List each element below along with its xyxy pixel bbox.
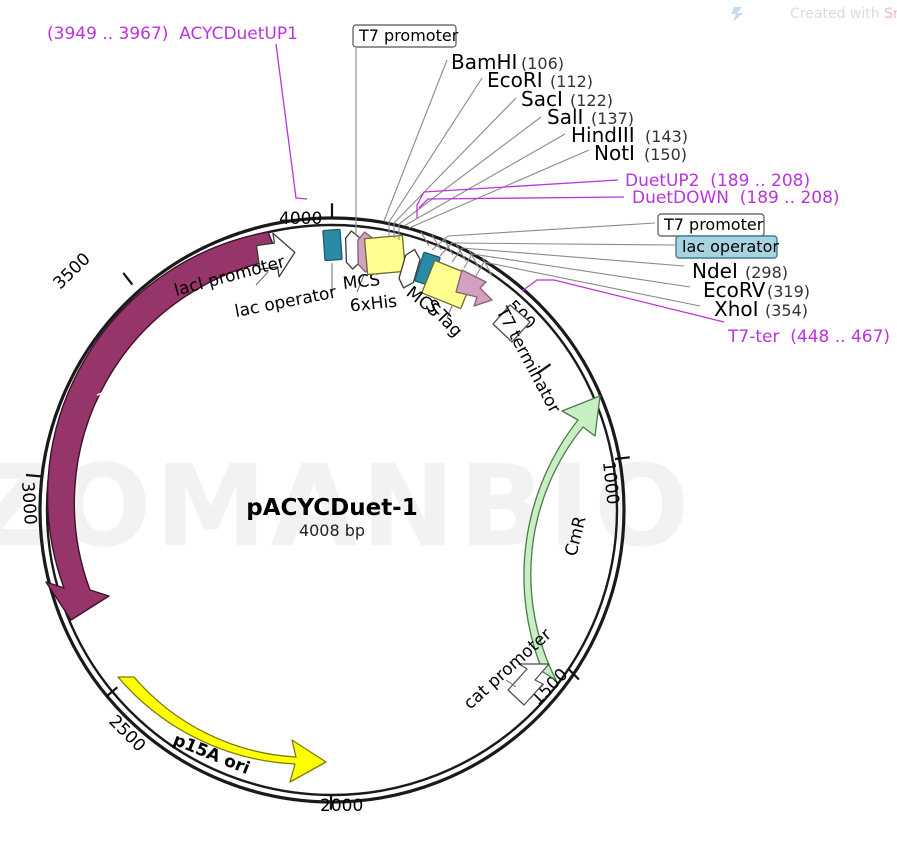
feature-label-lacI: lacI xyxy=(91,387,121,422)
primer-label-ACYCDuetUP1[interactable]: (3949 .. 3967) ACYCDuetUP1 xyxy=(47,24,298,44)
boxed-label-lac-operator[interactable]: lac operator xyxy=(675,235,779,259)
restriction-site-NotI[interactable]: NotI (150) xyxy=(594,141,687,165)
boxed-label-t7-promoter-top-text: T7 promoter xyxy=(358,26,459,45)
backbone-inner-circle xyxy=(45,223,619,797)
restriction-site-EcoRI[interactable]: EcoRI (112) xyxy=(487,68,593,92)
tick-marks xyxy=(25,203,630,810)
feature-label-mcs-1: MCS xyxy=(342,270,381,294)
restriction-site-EcoRV[interactable]: EcoRV (319) xyxy=(703,278,810,302)
boxed-label-t7-promoter-top[interactable]: T7 promoter xyxy=(352,24,459,48)
restriction-site-XhoI-name: XhoI xyxy=(714,297,759,321)
restriction-site-BamHI-pos: (106) xyxy=(521,54,564,73)
feature-t7-promoter-2[interactable] xyxy=(397,248,422,291)
zomanbio-watermark: ZOMANBIO xyxy=(0,442,693,572)
restriction-site-SacI-pos: (122) xyxy=(570,91,613,110)
restriction-site-SalI[interactable]: SalI (137) xyxy=(547,105,634,129)
restriction-site-EcoRI-pos: (112) xyxy=(550,72,593,91)
restriction-site-NdeI-pos: (298) xyxy=(745,263,788,282)
plasmid-name: pACYCDuet-1 xyxy=(246,495,417,521)
restriction-site-BamHI-name: BamHI xyxy=(451,50,517,74)
restriction-site-EcoRV-pos: (319) xyxy=(767,282,810,301)
leader-lines-gray xyxy=(355,48,701,307)
restriction-site-EcoRI-name: EcoRI xyxy=(487,68,543,92)
leader-lines-primer xyxy=(275,43,725,323)
tick-label-2000: 2000 xyxy=(320,796,363,816)
snapgene-credit: Created with SnapGene® xyxy=(731,2,897,22)
boxed-label-t7-promoter-right-text: T7 promoter xyxy=(663,215,764,234)
feature-stag[interactable] xyxy=(455,269,493,307)
snapgene-prefix: Created with xyxy=(790,6,884,22)
snapgene-snap: Snap xyxy=(884,6,897,22)
tick-label-1000: 1000 xyxy=(598,460,622,505)
plasmid-size: 4008 bp xyxy=(299,521,365,540)
feature-label-lac-operator-1: lac operator xyxy=(233,283,338,322)
restriction-site-HindIII-name: HindIII xyxy=(571,123,635,147)
tick-label-3500: 3500 xyxy=(50,249,95,293)
feature-mcs-1[interactable] xyxy=(363,234,407,276)
restriction-site-XhoI-pos: (354) xyxy=(765,301,808,320)
restriction-site-BamHI[interactable]: BamHI (106) xyxy=(451,50,564,74)
primer-label-DuetUP2[interactable]: DuetUP2 (189 .. 208) xyxy=(625,171,810,191)
primer-label-DuetDOWN[interactable]: DuetDOWN (189 .. 208) xyxy=(632,188,840,208)
primer-labels: (3949 .. 3967) ACYCDuetUP1 DuetUP2 (189 … xyxy=(47,24,890,347)
restriction-site-HindIII[interactable]: HindIII (143) xyxy=(571,123,688,147)
svg-text:Created with SnapGene®: Created with SnapGene® xyxy=(750,2,897,22)
restriction-site-EcoRV-name: EcoRV xyxy=(703,278,766,302)
tick-label-4000: 4000 xyxy=(279,209,322,229)
restriction-site-SacI[interactable]: SacI (122) xyxy=(521,87,613,111)
restriction-site-labels: BamHI (106) EcoRI (112) SacI (122) SalI … xyxy=(451,50,810,321)
feature-6xhis[interactable]: MCS 6xHis xyxy=(342,231,398,317)
feature-label-6xhis: 6xHis xyxy=(349,292,398,317)
boxed-label-lac-operator-text: lac operator xyxy=(682,237,779,256)
restriction-site-HindIII-pos: (143) xyxy=(645,127,688,146)
restriction-site-SacI-name: SacI xyxy=(521,87,563,111)
restriction-site-NotI-name: NotI xyxy=(594,141,635,165)
restriction-site-XhoI[interactable]: XhoI (354) xyxy=(714,297,808,321)
restriction-site-NotI-pos: (150) xyxy=(644,145,687,164)
restriction-site-SalI-pos: (137) xyxy=(591,109,634,128)
primer-label-T7-ter[interactable]: T7-ter (448 .. 467) xyxy=(727,327,890,347)
restriction-site-NdeI-name: NdeI xyxy=(692,259,738,283)
restriction-site-NdeI[interactable]: NdeI (298) xyxy=(692,259,788,283)
restriction-site-SalI-name: SalI xyxy=(547,105,583,129)
tick-label-3000: 3000 xyxy=(17,481,40,526)
boxed-label-t7-promoter-right[interactable]: T7 promoter xyxy=(657,213,765,237)
